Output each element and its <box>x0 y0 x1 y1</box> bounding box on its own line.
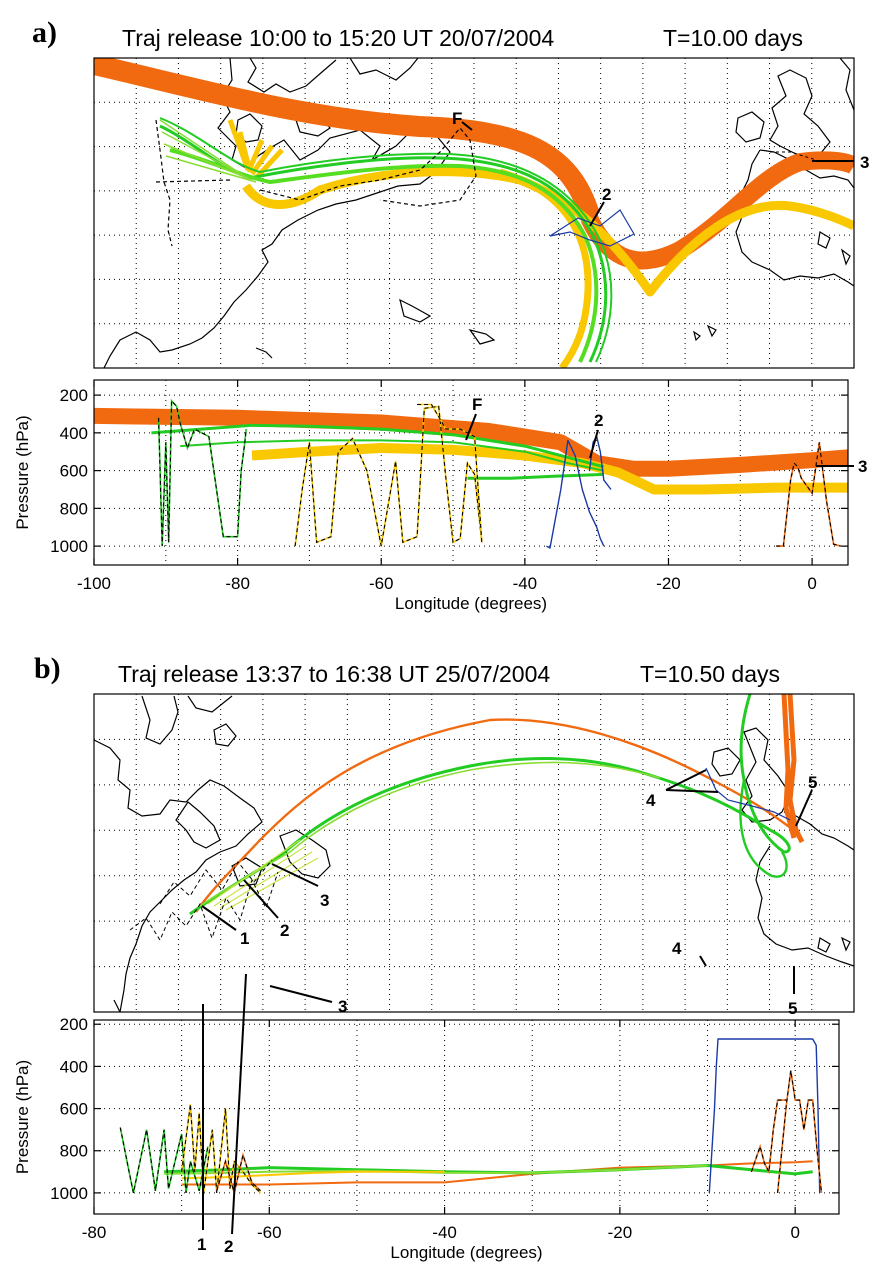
panel-a-profile-series-4 <box>467 472 604 480</box>
panel-a-map-annotations: F 2 3 <box>452 109 869 227</box>
panel-b-map-light-green-trajectory <box>199 761 661 907</box>
panel-b-profile-series-9-underlay <box>750 1099 787 1175</box>
panel-a-profile-series-6 <box>294 405 483 547</box>
panel-b-profile-series <box>119 1038 823 1194</box>
panel-b-x-axis-label: Longitude (degrees) <box>390 1243 542 1262</box>
panel-b-map-orange-trajectory <box>195 718 797 913</box>
panel-a-x-tick-label: -40 <box>513 574 538 593</box>
panel-a-y-tick-label: 600 <box>60 462 88 481</box>
panel-a-title: Traj release 10:00 to 15:20 UT 20/07/200… <box>122 25 554 51</box>
panel-b-x-tick-label: -60 <box>257 1223 282 1242</box>
panel-a-x-tick-label: -60 <box>369 574 394 593</box>
panel-a-map-trajectories <box>94 58 854 368</box>
panel-b-profile-annotation-4: 4 <box>672 939 682 958</box>
panel-a-map <box>94 58 854 368</box>
panel-a-x-tick-label: 0 <box>807 574 816 593</box>
panel-b-profile-series-8 <box>777 1070 823 1193</box>
panel-a-map-yellow-trajectory-south <box>498 168 592 368</box>
panel-b-map <box>94 694 854 1012</box>
panel-a-profile-frame <box>93 379 849 566</box>
panel-a-profile-annotation-3: 3 <box>858 457 867 476</box>
panel-a-profile-series-3 <box>180 439 605 472</box>
panel-b-profile-series-5-underlay <box>180 1104 262 1194</box>
panel-b-label: b) <box>34 652 61 685</box>
panel-b-map-annotation-4: 4 <box>646 791 656 810</box>
panel-b-map-dashed-tracks <box>129 859 279 942</box>
panel-a-profile-series-8 <box>546 439 605 549</box>
panel-b-map-coastlines <box>94 695 854 1012</box>
panel-a-profile-series-5-underlay <box>157 398 247 547</box>
panel-b-profile-series-4 <box>119 1127 209 1194</box>
panel-b-title: Traj release 13:37 to 16:38 UT 25/07/200… <box>118 661 550 687</box>
panel-b-profile-annotation-5: 5 <box>788 999 797 1018</box>
panel-b-map-yellow-fan <box>207 839 319 911</box>
panel-a-profile-annotation-2: 2 <box>594 411 603 430</box>
panel-b-y-tick-label: 1000 <box>50 1184 88 1203</box>
panel-a-map-dashed-track-green <box>155 119 231 247</box>
panel-a-map-orange-trajectory-edge <box>94 58 600 216</box>
panel-b-time-label: T=10.50 days <box>640 661 780 687</box>
panel-a-map-yellow-fan <box>227 119 284 180</box>
panel-b-map-orange-vertical <box>781 694 805 844</box>
panel-a-map-frame <box>93 57 855 369</box>
panel-b-profile: -80 -60 -40 -20 0 200 400 600 800 1000 Longitude (… <box>13 1015 840 1262</box>
panel-a-x-tick-label: -20 <box>656 574 681 593</box>
panel-b-y-tick-label: 800 <box>60 1142 88 1161</box>
panel-a-map-green-trajectory-3 <box>169 148 599 363</box>
panel-a-profile-series <box>94 398 848 549</box>
panel-a-map-orange-dashed-track <box>770 151 823 163</box>
panel-a-x-tick-label: -100 <box>77 574 111 593</box>
panel-a-profile: -100 -80 -60 -40 -20 0 200 400 600 800 1000 Longitu… <box>13 379 849 613</box>
panel-b-y-tick-label: 400 <box>60 1057 88 1076</box>
panel-a-x-axis-label: Longitude (degrees) <box>395 594 547 613</box>
panel-a-y-tick-label: 200 <box>60 386 88 405</box>
panel-a-map-annotation-2: 2 <box>602 185 611 204</box>
panel-b-map-frame <box>93 693 855 1013</box>
panel-b-y-axis-label: Pressure (hPa) <box>13 1060 32 1174</box>
panel-a-map-green-trajectory-2 <box>159 117 613 363</box>
panel-a-map-blue-track <box>549 209 635 247</box>
panel-a-map-green-fan <box>159 119 257 183</box>
panel-b-y-tick-label: 200 <box>60 1015 88 1034</box>
panel-a-profile-series-2 <box>151 423 605 469</box>
panel-b-profile-annotation-2: 2 <box>224 1237 233 1256</box>
panel-b-profile-frame <box>93 1019 840 1215</box>
panel-b-profile-annotation-3: 3 <box>338 997 347 1016</box>
panel-b-map-blue-track <box>705 767 791 821</box>
panel-a-x-tick-label: -80 <box>225 574 250 593</box>
panel-b-map-green-loop <box>739 779 788 878</box>
panel-b-x-tick-label: 0 <box>790 1223 799 1242</box>
panel-b-x-tick-label: -40 <box>432 1223 457 1242</box>
panel-b-map-annotation-1: 1 <box>240 929 249 948</box>
panel-b-map-trajectories <box>129 694 805 942</box>
panel-a-profile-series-10 <box>776 442 841 547</box>
panel-a-map-dashed-track-yellow <box>259 127 477 207</box>
panel-a-map-annotation-f: F <box>452 109 462 128</box>
panel-a-y-axis-label: Pressure (hPa) <box>13 415 32 529</box>
panel-a-map-annotation-3: 3 <box>860 153 869 172</box>
panel-b-x-tick-label: -80 <box>82 1223 107 1242</box>
panel-b-map-grid <box>94 694 854 1012</box>
panel-b-profile-annotation-1: 1 <box>197 1235 206 1254</box>
panel-b-x-tick-label: -20 <box>608 1223 633 1242</box>
panel-a-y-tick-label: 800 <box>60 499 88 518</box>
panel-b-map-annotation-3: 3 <box>320 891 329 910</box>
panel-b-map-annotation-2: 2 <box>280 921 289 940</box>
panel-a-label: a) <box>32 16 57 49</box>
panel-b-profile-series-7 <box>708 1038 821 1193</box>
panel-b-map-annotations: 1 2 3 4 5 <box>201 769 817 948</box>
panel-a-profile-annotations: F 2 3 <box>465 395 867 476</box>
panel-b-profile-series-6 <box>216 1152 261 1194</box>
panel-b-map-annotation-5: 5 <box>808 773 817 792</box>
panel-a-y-tick-label: 400 <box>60 424 88 443</box>
panel-a-profile-annotation-f: F <box>472 395 482 414</box>
panel-a-y-tick-label: 1000 <box>50 537 88 556</box>
panel-a-profile-series-7 <box>417 403 483 543</box>
panel-b-profile-annotations: 1 2 3 4 5 <box>197 939 797 1256</box>
panel-b-y-tick-label: 600 <box>60 1100 88 1119</box>
panel-a-time-label: T=10.00 days <box>663 25 803 51</box>
